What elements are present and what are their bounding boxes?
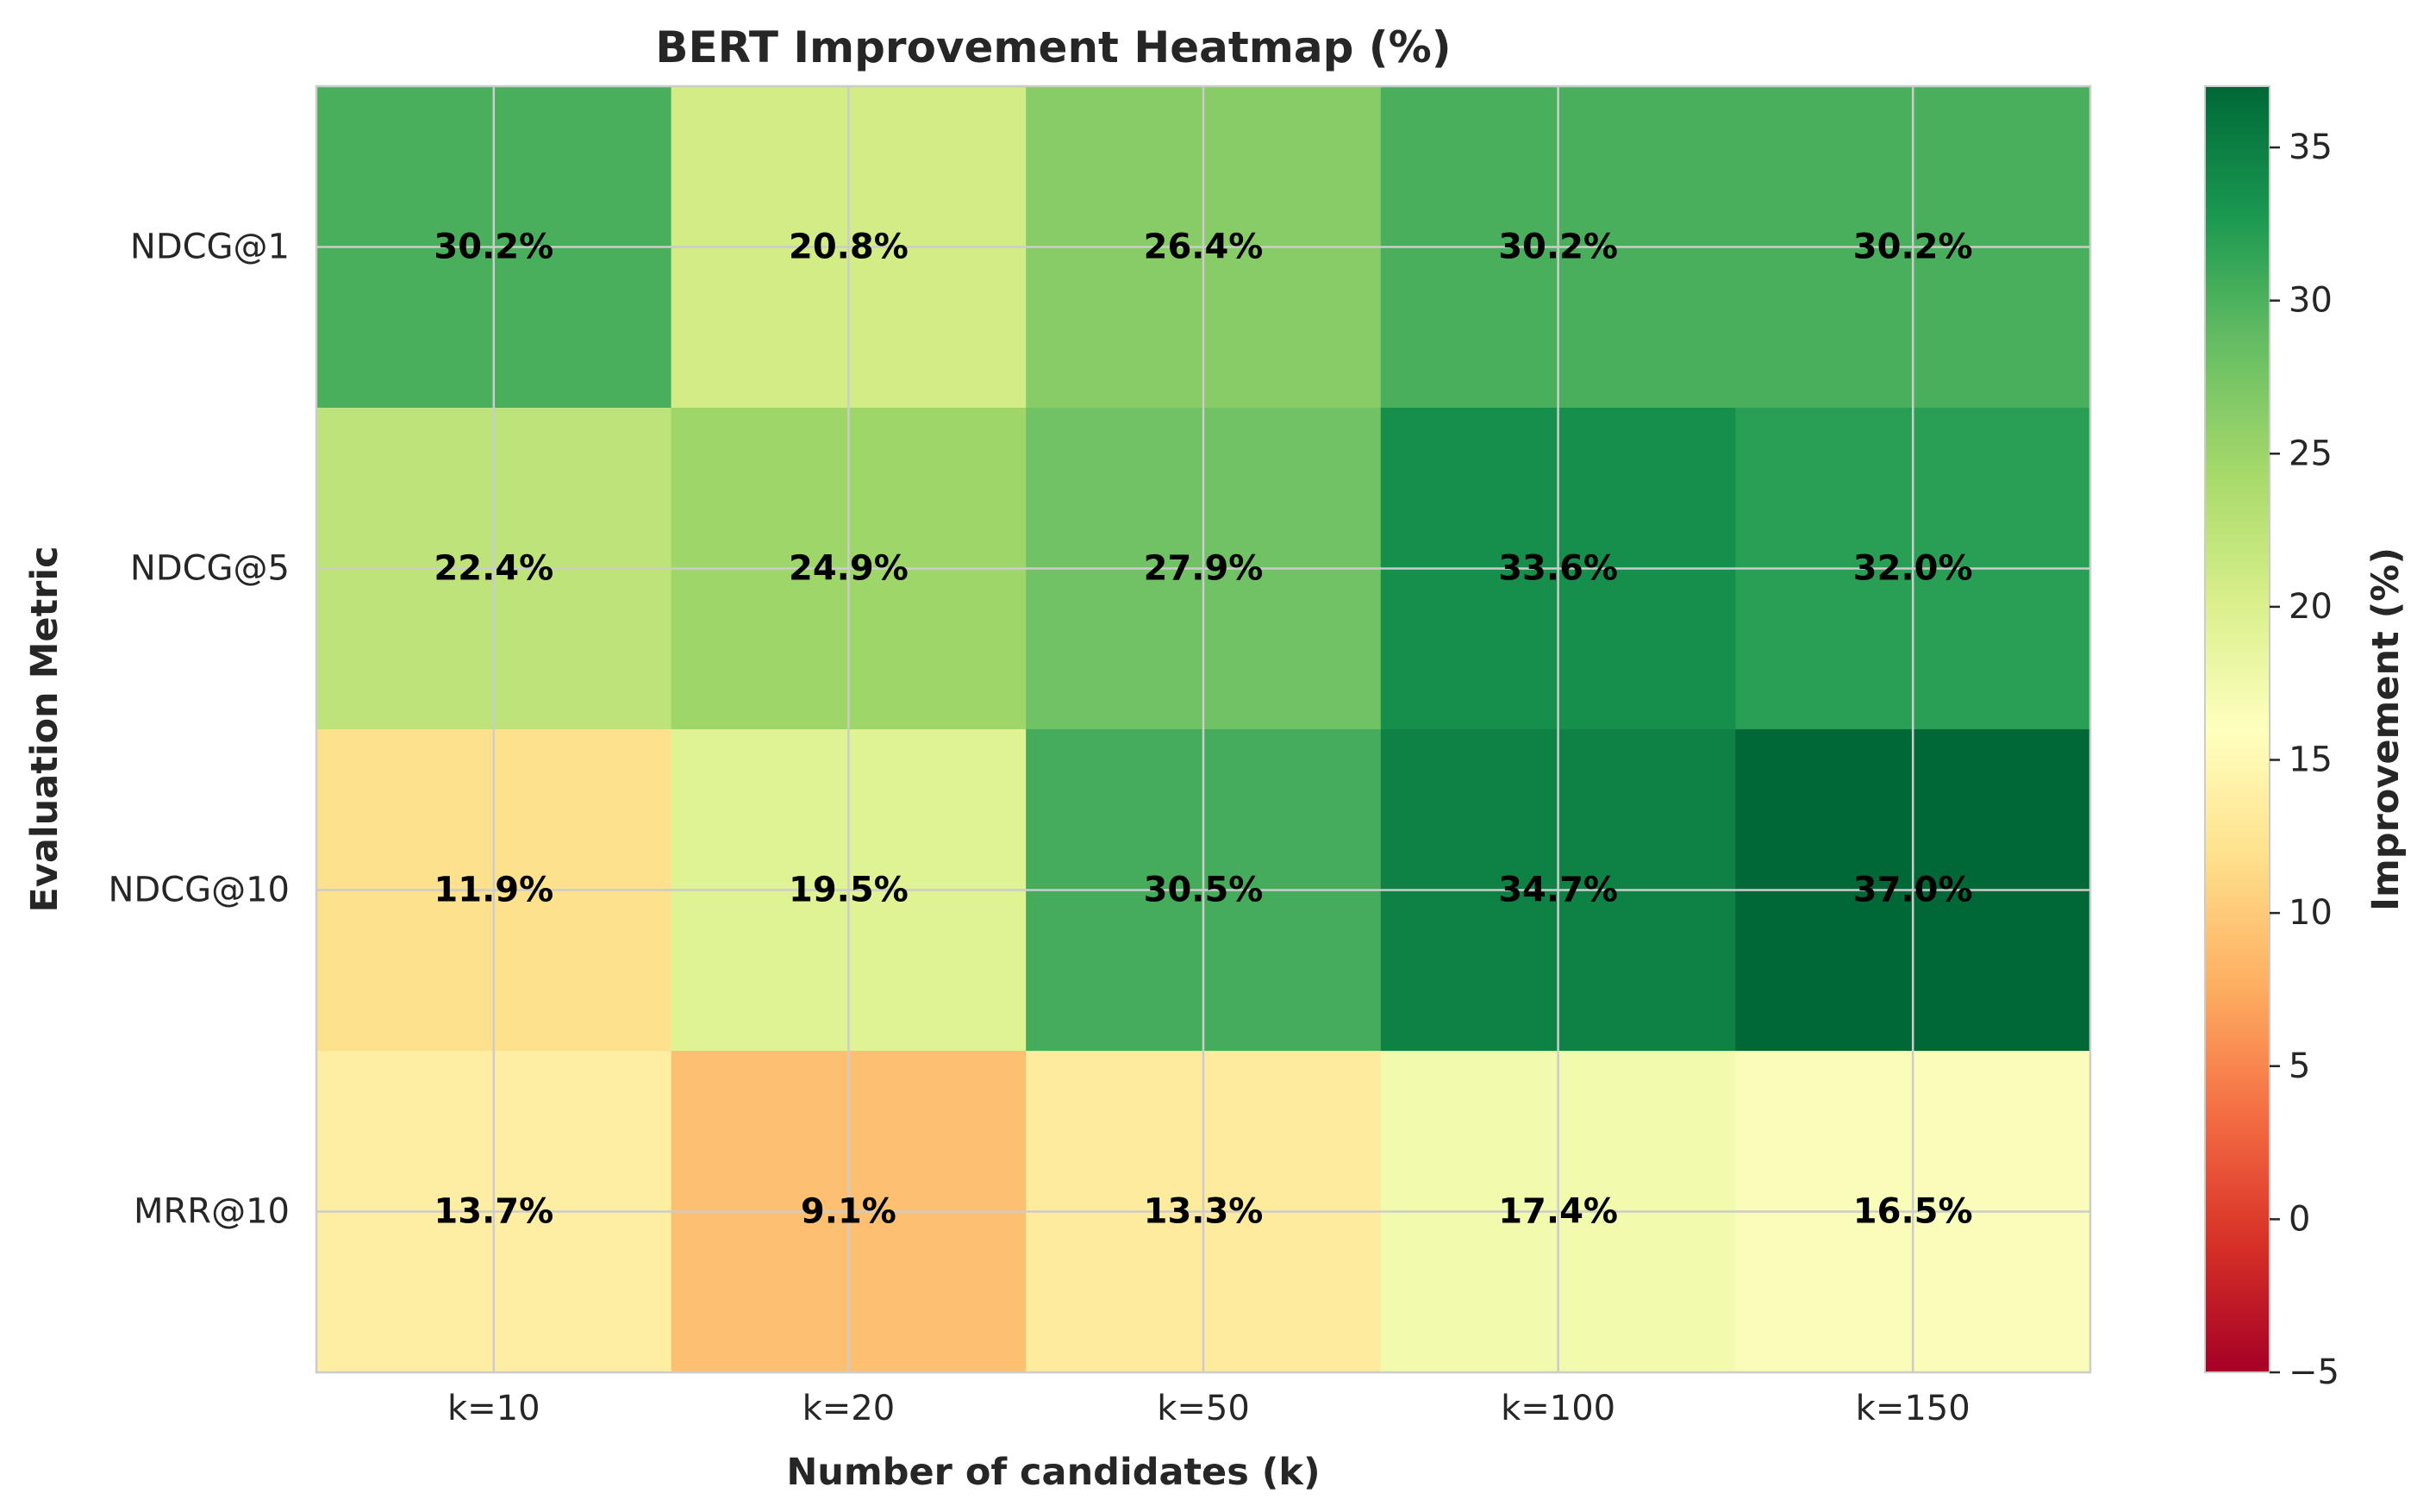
x-tick-label: k=10: [447, 1389, 540, 1428]
colorbar-label: Improvement (%): [2364, 547, 2408, 911]
colorbar-tick-label: 35: [2289, 128, 2333, 167]
y-tick-label: MRR@10: [134, 1192, 290, 1232]
cell-value-label: 17.4%: [1498, 1192, 1618, 1232]
cell-value-label: 26.4%: [1144, 228, 1264, 267]
cell-value-label: 37.0%: [1853, 871, 1973, 910]
colorbar-ticks: −5 0 5 10 15 20 25 30 35: [2270, 128, 2339, 1392]
cell-value-label: 20.8%: [789, 228, 909, 267]
colorbar: [2204, 85, 2270, 1373]
cell-value-label: 13.7%: [434, 1192, 553, 1232]
heatmap-grid: [316, 86, 2090, 1372]
x-tick-label: k=150: [1856, 1389, 1970, 1428]
x-axis-ticks: k=10 k=20 k=50 k=100 k=150: [447, 1389, 1970, 1428]
plot-frame: [315, 84, 2092, 1374]
colorbar-tick-label: −5: [2289, 1353, 2339, 1392]
colorbar-tick-label: 25: [2289, 434, 2333, 473]
cell-value-labels: 30.2% 20.8% 26.4% 30.2% 30.2% 22.4% 24.9% 27.9%…: [434, 228, 1972, 1232]
cell-value-label: 30.2%: [1853, 228, 1973, 267]
cell-value-label: 30.2%: [434, 228, 553, 267]
y-tick-label: NDCG@1: [130, 228, 290, 267]
colorbar-tick-label: 20: [2289, 587, 2333, 627]
y-tick-label: NDCG@10: [108, 871, 290, 910]
x-axis-label: Number of candidates (k): [786, 1451, 1320, 1494]
colorbar-tick-label: 5: [2289, 1047, 2310, 1086]
cell-value-label: 34.7%: [1498, 871, 1618, 910]
cell-value-label: 24.9%: [789, 549, 909, 589]
y-axis-ticks: NDCG@1 NDCG@5 NDCG@10 MRR@10: [108, 228, 290, 1232]
cell-value-label: 33.6%: [1498, 549, 1618, 589]
colorbar-tick-label: 15: [2289, 740, 2333, 780]
cell-value-label: 27.9%: [1144, 549, 1264, 589]
cell-value-label: 9.1%: [801, 1192, 896, 1232]
cell-value-label: 19.5%: [789, 871, 909, 910]
cell-value-label: 11.9%: [434, 871, 553, 910]
chart-title: BERT Improvement Heatmap (%): [655, 22, 1451, 72]
cell-value-label: 13.3%: [1144, 1192, 1264, 1232]
x-tick-label: k=20: [803, 1389, 896, 1428]
x-tick-label: k=100: [1501, 1389, 1615, 1428]
colorbar-tick-label: 10: [2289, 893, 2333, 933]
y-axis-label: Evaluation Metric: [23, 546, 66, 912]
cell-value-label: 30.5%: [1144, 871, 1264, 910]
cell-value-label: 16.5%: [1853, 1192, 1973, 1232]
x-tick-label: k=50: [1157, 1389, 1250, 1428]
cell-value-label: 32.0%: [1853, 549, 1973, 589]
colorbar-tick-label: 0: [2289, 1199, 2310, 1239]
cell-value-label: 30.2%: [1498, 228, 1618, 267]
colorbar-tick-label: 30: [2289, 281, 2333, 321]
y-tick-label: NDCG@5: [130, 549, 290, 589]
cell-value-label: 22.4%: [434, 549, 553, 589]
